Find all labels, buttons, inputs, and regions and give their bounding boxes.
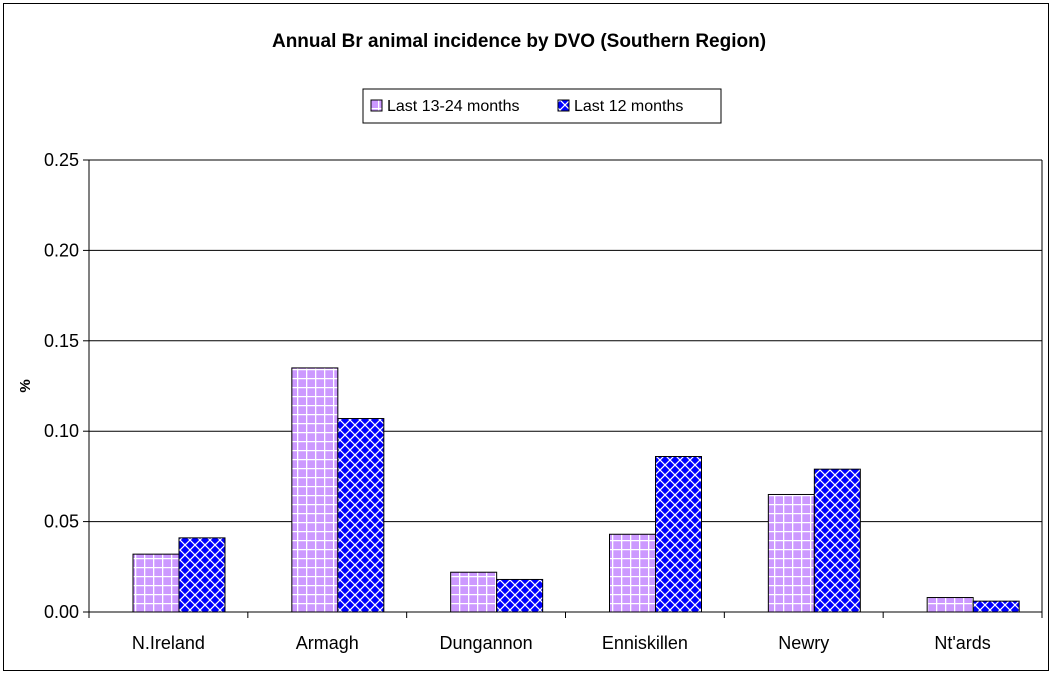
y-tick-labels: 0.00 0.05 0.10 0.15 0.20 0.25 [44,150,79,622]
legend-box [362,88,722,124]
chart-title: Annual Br animal incidence by DVO (South… [272,31,766,52]
bar-last-13-24-months [450,571,498,613]
bar-last-12-months [337,418,385,613]
bar-last-12-months [178,537,226,613]
bar-last-12-months [813,468,861,613]
legend-swatch [557,99,570,112]
gridlines [83,159,1042,613]
legend: Last 13-24 months Last 12 months [362,88,722,124]
x-tick-labels: N.Ireland Armagh Dungannon Enniskillen Newry… [132,633,991,653]
y-tick-label: 0.00 [44,602,79,622]
x-tick-label: Enniskillen [602,633,688,653]
bar-last-13-24-months [767,493,815,613]
bar-last-13-24-months [926,597,974,613]
bar-last-12-months [972,600,1020,613]
bar-last-13-24-months [609,533,656,613]
y-tick-label: 0.05 [44,512,79,532]
bar-last-12-months [496,578,544,613]
bars [132,367,1020,613]
bar-last-12-months [655,456,702,613]
legend-swatch [370,99,383,112]
axes [88,160,1043,618]
bar-last-13-24-months [291,367,339,613]
x-tick-label: Newry [778,633,829,653]
x-tick-label: Nt'ards [934,633,990,653]
bar-last-13-24-months [132,553,180,613]
y-tick-label: 0.15 [44,331,79,351]
legend-label: Last 12 months [574,98,683,115]
x-tick-label: N.Ireland [132,633,205,653]
y-tick-label: 0.10 [44,421,79,441]
legend-label: Last 13-24 months [387,98,520,115]
y-tick-label: 0.20 [44,240,79,260]
x-tick-label: Dungannon [440,633,533,653]
x-tick-label: Armagh [296,633,359,653]
y-axis-label: % [17,379,34,392]
y-tick-label: 0.25 [44,150,79,170]
